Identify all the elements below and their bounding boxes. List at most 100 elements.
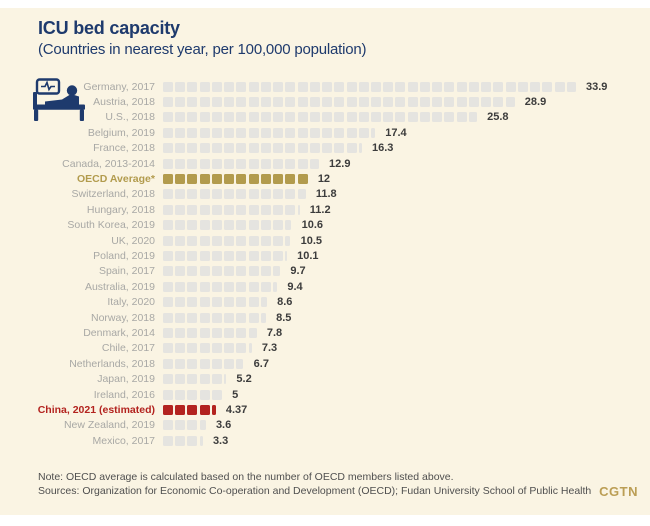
chart-row: Hungary, 2018 11.2 bbox=[0, 202, 650, 217]
bar-square bbox=[236, 297, 247, 308]
bar-square bbox=[358, 127, 369, 138]
bar-square bbox=[309, 143, 320, 154]
bar-square bbox=[175, 158, 186, 169]
page-title: ICU bed capacity bbox=[38, 18, 180, 38]
bar-square bbox=[187, 266, 198, 277]
bar bbox=[163, 235, 293, 246]
bar-square bbox=[432, 81, 443, 92]
bar-square bbox=[273, 220, 284, 231]
bar-square bbox=[199, 374, 210, 385]
bar-square bbox=[163, 420, 173, 431]
bar-square bbox=[199, 81, 210, 92]
bar-square-partial bbox=[248, 327, 257, 338]
row-label: Italy, 2020 bbox=[107, 296, 155, 309]
row-value: 8.6 bbox=[277, 296, 293, 309]
bar-square bbox=[248, 220, 259, 231]
bar-square bbox=[309, 112, 320, 123]
bar-square bbox=[260, 158, 271, 169]
bar-square bbox=[383, 112, 394, 123]
bar-square bbox=[224, 343, 235, 354]
bar-square bbox=[444, 81, 455, 92]
bar bbox=[163, 174, 310, 185]
row-value: 12 bbox=[317, 173, 331, 186]
chart-row: Belgium, 2019 17.4 bbox=[0, 125, 650, 140]
bar-square bbox=[175, 343, 186, 354]
bar-square bbox=[370, 81, 381, 92]
bar-square bbox=[297, 174, 308, 185]
bar-square-partial bbox=[358, 143, 362, 154]
bar-square bbox=[199, 312, 210, 323]
bar bbox=[163, 312, 268, 323]
bar-square bbox=[224, 112, 235, 123]
bar-square bbox=[199, 174, 210, 185]
bar-square bbox=[224, 281, 235, 292]
bar-square bbox=[187, 281, 198, 292]
bar-square bbox=[297, 81, 308, 92]
bar-square bbox=[187, 158, 198, 169]
row-value: 10.1 bbox=[297, 249, 319, 262]
bar-square bbox=[236, 220, 247, 231]
bar-square bbox=[346, 81, 357, 92]
bar-square bbox=[248, 112, 259, 123]
bar-square bbox=[211, 312, 222, 323]
bar-square bbox=[211, 97, 222, 108]
bar-square bbox=[163, 220, 173, 231]
row-label: Switzerland, 2018 bbox=[71, 188, 155, 201]
bar-square bbox=[187, 189, 198, 200]
row-value: 12.9 bbox=[329, 157, 351, 170]
bar-square bbox=[260, 112, 271, 123]
bar-square bbox=[260, 204, 271, 215]
bar-square bbox=[285, 97, 296, 108]
bar-square bbox=[211, 266, 222, 277]
row-label: Poland, 2019 bbox=[93, 249, 155, 262]
bar-square bbox=[199, 343, 210, 354]
row-label: Austria, 2018 bbox=[93, 96, 155, 109]
bar-square bbox=[260, 81, 271, 92]
bar bbox=[163, 297, 269, 308]
bar-square bbox=[187, 297, 198, 308]
bar-square bbox=[309, 81, 320, 92]
bar-square bbox=[224, 220, 235, 231]
bar-square bbox=[175, 404, 186, 415]
bar-square bbox=[334, 81, 345, 92]
bar-square bbox=[456, 97, 467, 108]
bar-square bbox=[248, 81, 259, 92]
row-value: 28.9 bbox=[524, 96, 547, 109]
bar bbox=[163, 404, 218, 415]
bar-square bbox=[260, 235, 271, 246]
bar-square bbox=[187, 358, 198, 369]
bar-square bbox=[199, 220, 210, 231]
bar-square bbox=[407, 97, 418, 108]
bar-square bbox=[163, 435, 173, 446]
bar-square bbox=[248, 297, 259, 308]
chart-row: Italy, 2020 8.6 bbox=[0, 294, 650, 309]
bar-square bbox=[236, 189, 247, 200]
bar-square-partial bbox=[297, 204, 300, 215]
bar bbox=[163, 158, 321, 169]
bar-square bbox=[260, 174, 271, 185]
bar-square bbox=[248, 158, 259, 169]
bar-square bbox=[175, 127, 186, 138]
chart-row: Germany, 2017 33.9 bbox=[0, 79, 650, 94]
hospital-bed-icon bbox=[33, 78, 85, 121]
bar-square bbox=[199, 281, 210, 292]
bar bbox=[163, 343, 254, 354]
row-value: 33.9 bbox=[585, 80, 608, 93]
bar-square bbox=[236, 81, 247, 92]
bar-square bbox=[285, 112, 296, 123]
row-label: Hungary, 2018 bbox=[86, 203, 155, 216]
bar-square bbox=[199, 327, 210, 338]
bar-square bbox=[248, 143, 259, 154]
chart-row: U.S., 2018 25.8 bbox=[0, 110, 650, 125]
bar-square-partial bbox=[260, 297, 267, 308]
bar-square bbox=[236, 127, 247, 138]
chart-row: Canada, 2013-2014 12.9 bbox=[0, 156, 650, 171]
bar-square-partial bbox=[211, 404, 216, 415]
bar-square bbox=[334, 143, 345, 154]
bar-square bbox=[199, 127, 210, 138]
bar-square bbox=[211, 220, 222, 231]
bar-square-partial bbox=[468, 112, 477, 123]
bar-square bbox=[260, 97, 271, 108]
bar-square bbox=[248, 97, 259, 108]
row-value: 5.2 bbox=[236, 373, 252, 386]
